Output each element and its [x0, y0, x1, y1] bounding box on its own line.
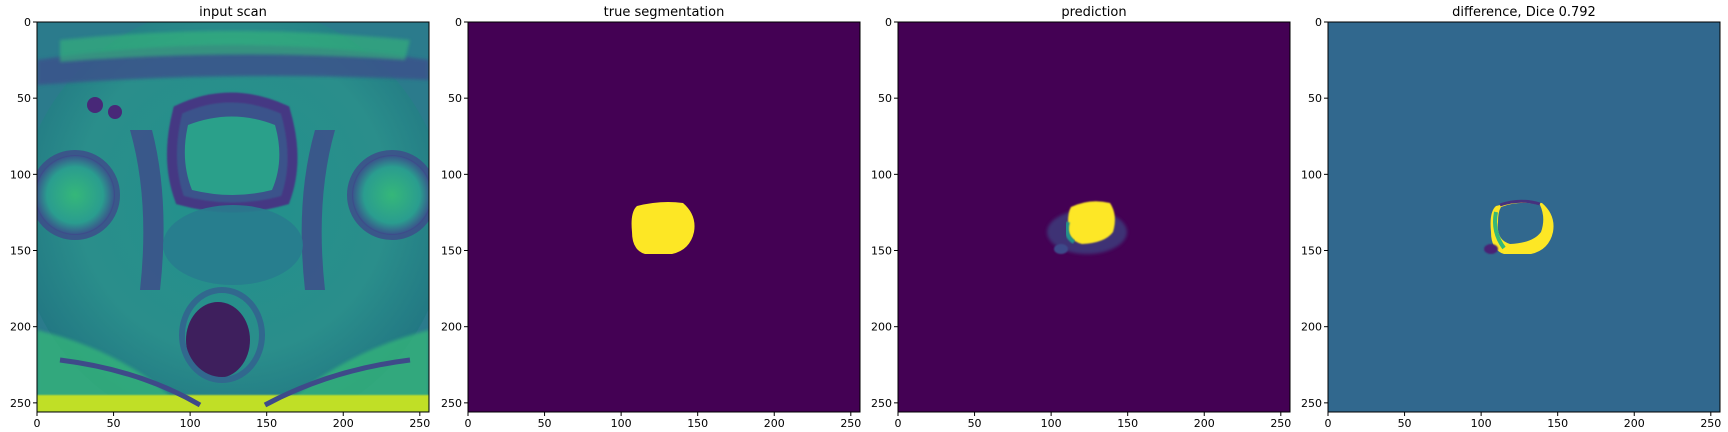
y-tick-label: 50	[448, 92, 462, 105]
axes-frame	[897, 21, 1291, 413]
x-tick-label: 100	[180, 417, 201, 430]
difference-image	[1328, 22, 1720, 412]
y-axis: 0 50 100 150 200 250	[441, 16, 468, 410]
segmentation-image	[468, 22, 860, 412]
bottom-fat-band	[37, 395, 429, 412]
panel-title: prediction	[1061, 5, 1126, 20]
difference-false-positive-blob	[1484, 244, 1498, 254]
y-tick-label: 0	[1315, 16, 1322, 29]
left-obturator	[130, 130, 164, 290]
panel-difference: difference, Dice 0.792 0 50 100 150 200 250 0…	[1301, 5, 1721, 430]
y-tick-label: 250	[441, 397, 462, 410]
right-femoral-head	[352, 155, 429, 235]
x-tick-label: 250	[409, 417, 430, 430]
panel-true-segmentation: true segmentation 0 50 100 150 200 250 0 50 100…	[441, 5, 861, 430]
y-tick-label: 100	[1301, 168, 1322, 181]
x-tick-label: 250	[840, 417, 861, 430]
y-tick-label: 250	[10, 397, 31, 410]
y-tick-label: 50	[17, 92, 31, 105]
x-tick-label: 200	[1194, 417, 1215, 430]
y-axis: 0 50 100 150 200 250	[1301, 16, 1328, 410]
x-tick-label: 200	[333, 417, 354, 430]
rectum	[186, 302, 250, 378]
bladder-lumen	[184, 116, 280, 195]
y-tick-label: 0	[24, 16, 31, 29]
y-axis: 0 50 100 150 200 250	[871, 16, 898, 410]
prediction-edge	[1064, 221, 1076, 244]
right-obturator	[301, 130, 335, 290]
x-tick-label: 0	[34, 417, 41, 430]
mri-image	[37, 22, 429, 412]
x-axis: 0 50 100 150 200 250	[34, 412, 430, 430]
y-tick-label: 0	[455, 16, 462, 29]
rectum-wall	[179, 287, 265, 383]
x-tick-label: 50	[968, 417, 982, 430]
y-tick-label: 250	[871, 397, 892, 410]
x-axis: 0 50 100 150 200 250	[465, 412, 861, 430]
y-tick-label: 150	[10, 245, 31, 258]
x-tick-label: 150	[256, 417, 277, 430]
x-tick-label: 200	[1624, 417, 1645, 430]
x-tick-label: 100	[611, 417, 632, 430]
y-tick-label: 100	[871, 168, 892, 181]
x-tick-label: 200	[764, 417, 785, 430]
y-tick-label: 50	[1308, 92, 1322, 105]
x-tick-label: 50	[538, 417, 552, 430]
y-tick-label: 150	[871, 245, 892, 258]
axes-frame	[467, 21, 861, 413]
vessel-2	[108, 105, 122, 119]
prediction-mask	[1067, 201, 1115, 244]
x-tick-label: 250	[1270, 417, 1291, 430]
axes-frame	[1327, 21, 1721, 413]
y-tick-label: 150	[441, 245, 462, 258]
x-axis: 0 50 100 150 200 250	[895, 412, 1291, 430]
panel-title: true segmentation	[604, 5, 725, 20]
y-tick-label: 200	[441, 321, 462, 334]
panel-prediction: prediction 0 50 100 150 200 250 0 50 100 150 200 2…	[871, 5, 1291, 430]
right-femoral-rim	[347, 150, 429, 240]
y-tick-label: 50	[878, 92, 892, 105]
x-tick-label: 150	[1117, 417, 1138, 430]
x-tick-label: 100	[1041, 417, 1062, 430]
y-tick-label: 0	[885, 16, 892, 29]
prediction-blob-small	[1054, 244, 1068, 254]
lower-muscle-left	[59, 357, 202, 408]
panel-title: input scan	[199, 5, 267, 20]
vessel-1	[87, 97, 103, 113]
left-gluteal-fat	[37, 330, 175, 412]
x-tick-label: 50	[107, 417, 121, 430]
y-tick-label: 200	[10, 321, 31, 334]
left-femoral-rim	[37, 150, 120, 240]
difference-false-positive-top	[1499, 199, 1541, 207]
x-tick-label: 0	[465, 417, 472, 430]
x-axis: 0 50 100 150 200 250	[1325, 412, 1721, 430]
difference-edge-left	[1493, 211, 1506, 250]
prediction-image	[898, 22, 1290, 412]
x-tick-label: 100	[1471, 417, 1492, 430]
left-femoral-head	[37, 155, 115, 235]
y-tick-label: 200	[871, 321, 892, 334]
y-tick-label: 200	[1301, 321, 1322, 334]
x-tick-label: 250	[1700, 417, 1721, 430]
y-axis: 0 50 100 150 200 250	[10, 16, 37, 410]
axes-frame	[36, 21, 430, 413]
x-tick-label: 0	[895, 417, 902, 430]
prostate-region	[163, 205, 303, 285]
y-tick-label: 150	[1301, 245, 1322, 258]
x-tick-label: 150	[1547, 417, 1568, 430]
y-tick-label: 100	[10, 168, 31, 181]
difference-overlap	[1497, 202, 1544, 244]
x-tick-label: 50	[1398, 417, 1412, 430]
x-tick-label: 0	[1325, 417, 1332, 430]
upper-fat	[60, 31, 410, 62]
lower-muscle-right	[263, 357, 411, 408]
segmentation-mask	[631, 202, 695, 254]
x-tick-label: 150	[687, 417, 708, 430]
panel-input-scan: input scan	[10, 5, 430, 430]
y-tick-label: 250	[1301, 397, 1322, 410]
panel-title: difference, Dice 0.792	[1452, 5, 1596, 20]
y-tick-label: 100	[441, 168, 462, 181]
